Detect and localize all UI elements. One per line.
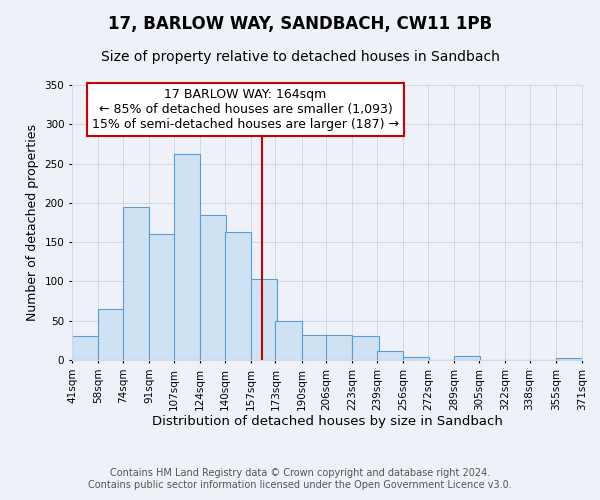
Y-axis label: Number of detached properties: Number of detached properties [26,124,39,321]
Bar [200,216,226,360]
Bar [326,335,352,360]
Bar [403,357,430,360]
Bar [173,154,200,360]
Bar [98,309,124,360]
Bar [275,320,302,360]
X-axis label: Distribution of detached houses by size in Sandbach: Distribution of detached houses by size … [152,416,502,428]
Bar [72,336,98,360]
Bar [251,279,277,360]
Bar [224,232,251,360]
Text: 17 BARLOW WAY: 164sqm
← 85% of detached houses are smaller (1,093)
15% of semi-d: 17 BARLOW WAY: 164sqm ← 85% of detached … [92,88,399,130]
Text: 17, BARLOW WAY, SANDBACH, CW11 1PB: 17, BARLOW WAY, SANDBACH, CW11 1PB [108,15,492,33]
Text: Size of property relative to detached houses in Sandbach: Size of property relative to detached ho… [101,50,499,64]
Text: Contains HM Land Registry data © Crown copyright and database right 2024.
Contai: Contains HM Land Registry data © Crown c… [88,468,512,490]
Bar [454,356,481,360]
Bar [556,358,582,360]
Bar [377,352,403,360]
Bar [302,335,328,360]
Bar [149,234,175,360]
Bar [352,336,379,360]
Bar [123,207,149,360]
